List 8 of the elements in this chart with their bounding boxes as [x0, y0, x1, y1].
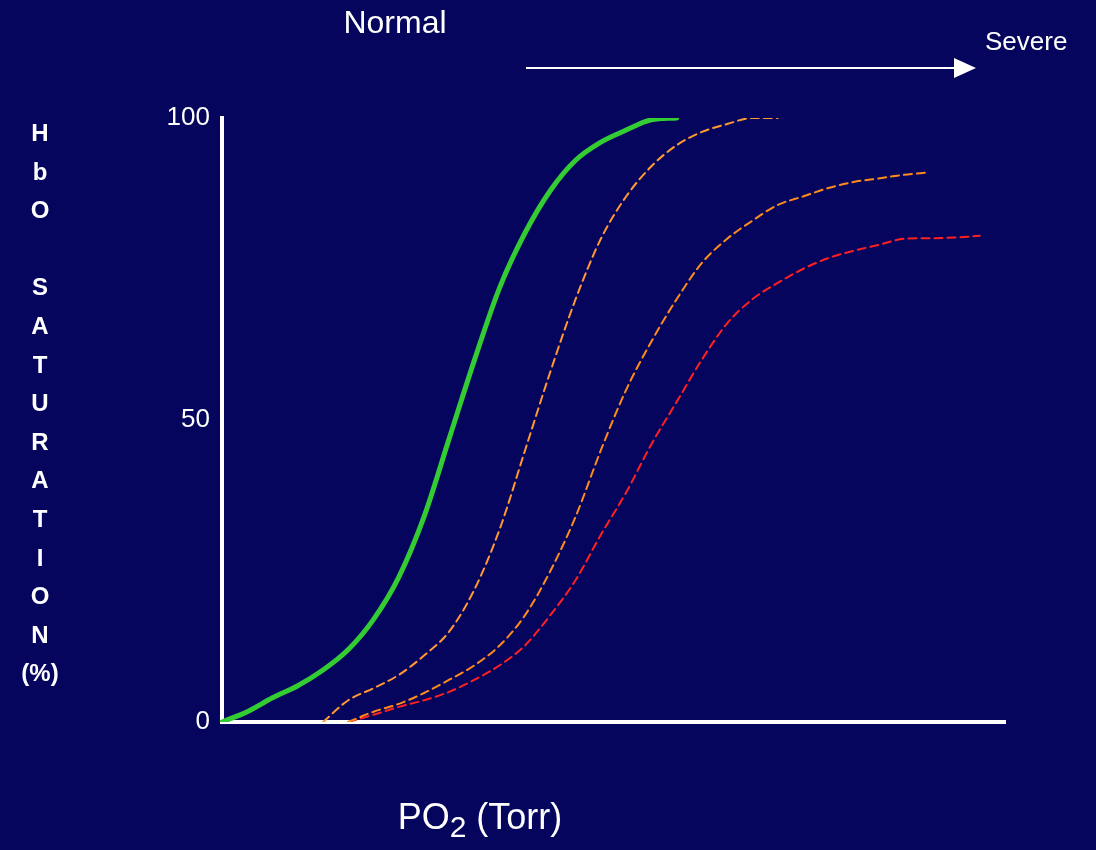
text: Normal: [342, 4, 448, 41]
y-tick-label: 50: [181, 403, 210, 434]
text: HbO SATURATION (%): [21, 119, 59, 687]
x-axis-title: PO$_{2}$ (Torr): [396, 796, 564, 845]
y-tick-label: 100: [166, 101, 210, 132]
y-tick-label: 0: [195, 705, 210, 736]
text: Severe: [985, 26, 1068, 57]
line-series: [322, 118, 779, 722]
